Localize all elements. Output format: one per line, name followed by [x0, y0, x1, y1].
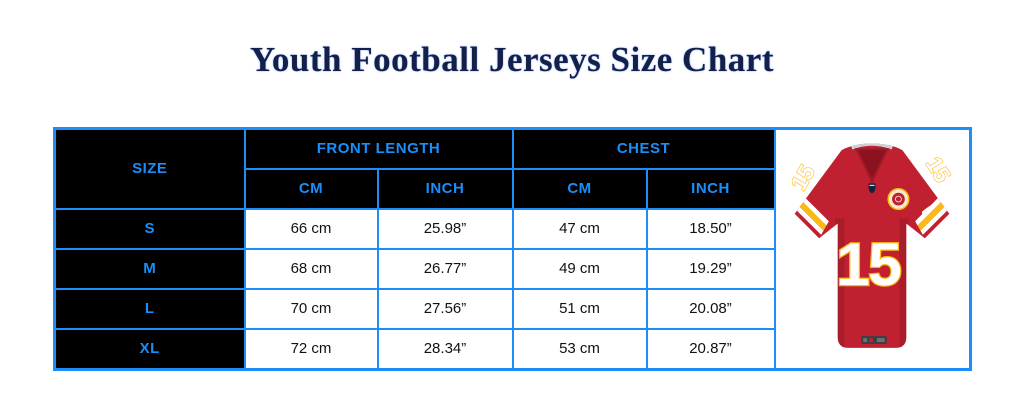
jersey-side-shade-right [899, 218, 910, 348]
jersey-chest-number: 15 [837, 230, 902, 298]
table-row-xl: XL 72 cm 28.34” 53 cm 20.87” [53, 327, 971, 371]
size-column-header: SIZE [53, 127, 246, 210]
jersey-image: 15 15 15 [776, 130, 970, 368]
front-cm-subheader: CM [243, 167, 379, 210]
size-chart-table: SIZE FRONT LENGTH CHEST [53, 127, 972, 371]
size-cell: XL [53, 327, 246, 371]
chest-header: CHEST [511, 127, 776, 170]
collar-back-strip [850, 143, 894, 150]
front-cm-cell: 70 cm [243, 287, 379, 330]
front-cm-cell: 68 cm [243, 247, 379, 290]
team-patch-detail [895, 195, 903, 203]
front-inch-cell: 25.98” [376, 207, 514, 250]
sleeve-stripe-white [915, 196, 943, 226]
chest-inch-cell: 19.29” [645, 247, 776, 290]
v-neck-collar [855, 148, 890, 184]
chest-cm-cell: 51 cm [511, 287, 648, 330]
chest-inch-subheader: INCH [645, 167, 776, 210]
jersey-side-shade-left [835, 218, 845, 348]
front-length-header: FRONT LENGTH [243, 127, 514, 170]
size-cell: S [53, 207, 246, 250]
front-inch-cell: 26.77” [376, 247, 514, 290]
table-row-l: L 70 cm 27.56” 51 cm 20.08” [53, 287, 971, 330]
chest-cm-cell: 49 cm [511, 247, 648, 290]
jock-tag-detail [863, 338, 868, 342]
chest-inch-cell: 20.87” [645, 327, 776, 371]
front-inch-cell: 28.34” [376, 327, 514, 371]
chest-inch-cell: 18.50” [645, 207, 776, 250]
jock-tag-detail [869, 338, 874, 342]
jersey-body [794, 143, 950, 348]
page-title: Youth Football Jerseys Size Chart [250, 40, 774, 79]
size-cell: L [53, 287, 246, 330]
jersey-shoulder-number-right: 15 [921, 152, 955, 186]
table-row-m: M 68 cm 26.77” 49 cm 19.29” [53, 247, 971, 290]
jock-tag-detail [877, 338, 885, 342]
swoosh-icon [922, 202, 937, 214]
front-inch-subheader: INCH [376, 167, 514, 210]
front-cm-cell: 72 cm [243, 327, 379, 371]
front-inch-cell: 27.56” [376, 287, 514, 330]
sleeve-stripe-gold [799, 201, 827, 231]
chest-inch-cell: 20.08” [645, 287, 776, 330]
chest-cm-cell: 53 cm [511, 327, 648, 371]
table-row-s: S 66 cm 25.98” 47 cm 18.50” [53, 207, 971, 250]
chest-cm-cell: 47 cm [511, 207, 648, 250]
front-cm-cell: 66 cm [243, 207, 379, 250]
jersey-illustration: 15 15 15 [785, 143, 956, 348]
sleeve-stripe-white [796, 206, 824, 235]
jersey-photo-cell: 15 15 15 [773, 127, 972, 371]
sleeve-stripe-gold [917, 201, 946, 231]
chest-cm-subheader: CM [511, 167, 648, 210]
team-patch-center [892, 192, 906, 206]
sleeve-stripe-white [920, 206, 948, 235]
size-cell: M [53, 247, 246, 290]
sleeve-stripe-white [802, 196, 830, 226]
